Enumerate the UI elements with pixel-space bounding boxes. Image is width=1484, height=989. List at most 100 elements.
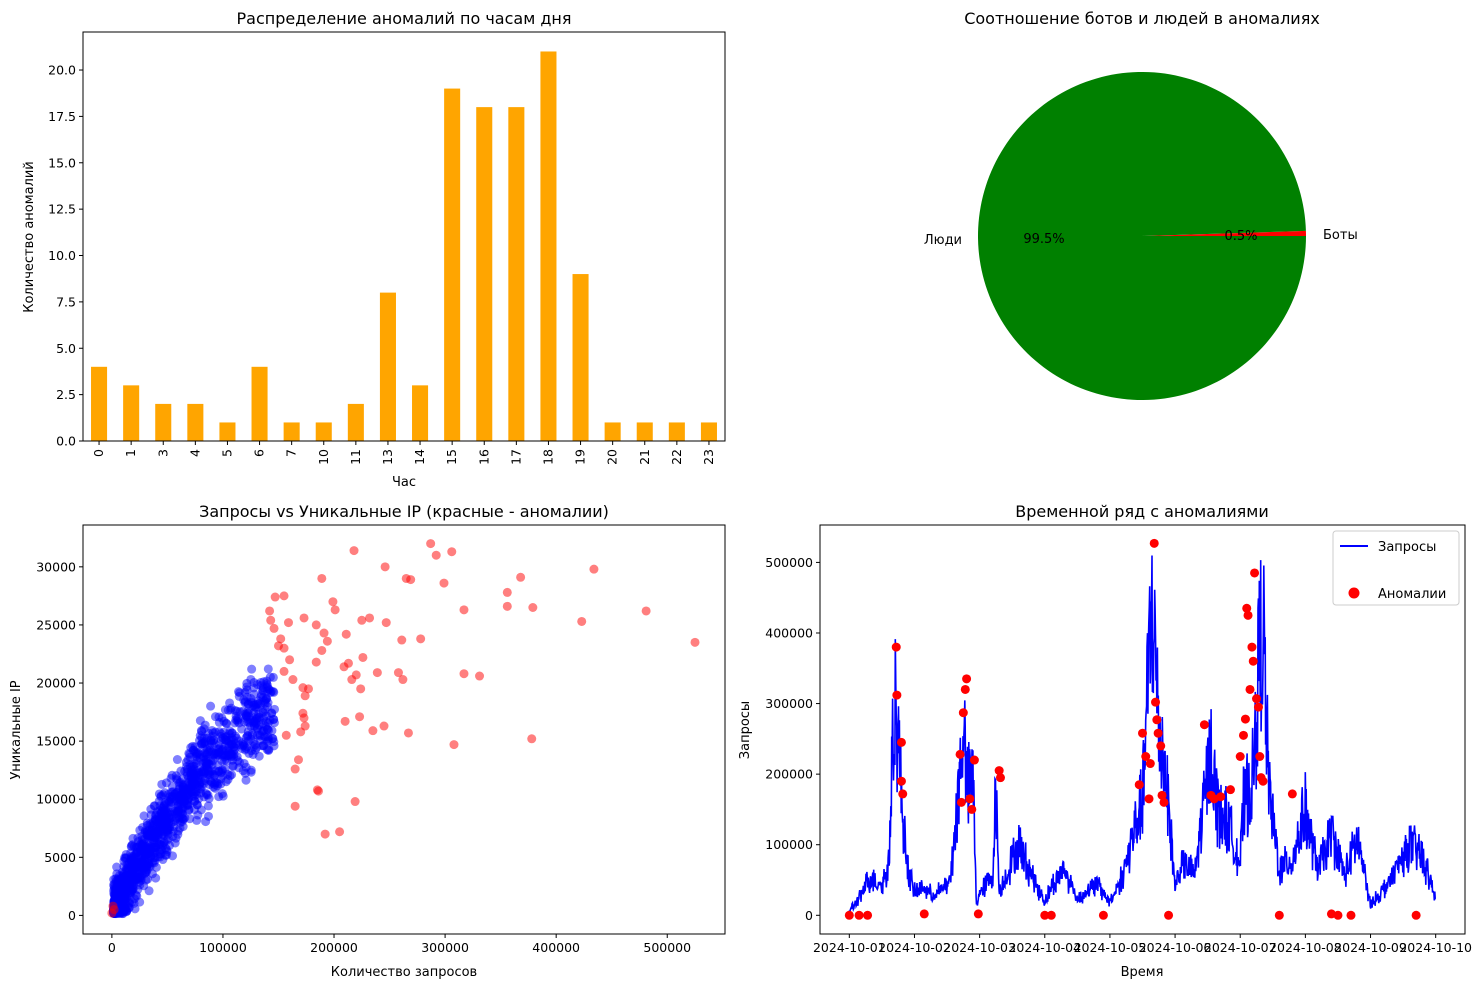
scatter-point-anomaly <box>358 652 368 662</box>
bar-chart-panel: Распределение аномалий по часам дня Час … <box>22 9 726 490</box>
scatter-point-anomaly <box>270 592 280 602</box>
x-tick-label: 6 <box>252 449 267 457</box>
scatter-point-normal <box>257 741 267 751</box>
scatter-point-anomaly <box>299 613 309 623</box>
y-tick-label: 0 <box>68 908 76 923</box>
scatter-point-anomaly <box>269 623 279 633</box>
y-tick-label: 20.0 <box>48 63 76 78</box>
scatter-point-normal <box>242 678 252 688</box>
anomaly-point <box>1138 728 1147 738</box>
scatter-point-normal <box>268 734 278 744</box>
scatter-point-anomaly <box>311 657 321 667</box>
scatter-point-normal <box>224 747 234 757</box>
scatter-point-anomaly <box>313 786 323 796</box>
timeseries-chart-frame <box>819 524 1466 935</box>
timeseries-chart-panel: Временной ряд с аномалиями Время Запросы… <box>738 502 1472 980</box>
scatter-point-normal <box>151 862 161 872</box>
anomaly-point <box>1248 656 1258 666</box>
scatter-point-normal <box>240 709 250 719</box>
scatter-point-anomaly <box>416 634 426 644</box>
scatter-point-normal <box>223 705 233 715</box>
y-tick-label: 15.0 <box>48 155 76 170</box>
pie-slice <box>977 72 1306 401</box>
bar <box>700 422 717 441</box>
pie-chart-title: Соотношение ботов и людей в аномалиях <box>964 9 1320 28</box>
scatter-point-anomaly <box>276 634 286 644</box>
scatter-point-normal <box>144 886 154 896</box>
pie-slice <box>1142 230 1306 236</box>
scatter-point-normal <box>159 800 169 810</box>
scatter-point-normal <box>206 701 216 711</box>
bar <box>155 403 172 441</box>
anomaly-point <box>973 909 983 919</box>
scatter-point-anomaly <box>641 606 651 616</box>
scatter-point-normal <box>141 866 151 876</box>
scatter-point-anomaly <box>300 691 310 701</box>
scatter-point-normal <box>217 713 227 723</box>
scatter-point-normal <box>152 823 162 833</box>
bar <box>219 422 236 441</box>
scatter-point-normal <box>203 790 213 800</box>
y-tick-label: 17.5 <box>48 109 76 124</box>
x-tick-label: 3 <box>155 449 170 457</box>
x-tick-label: 2024-10-03 <box>943 940 1016 955</box>
scatter-point-anomaly <box>397 635 407 645</box>
scatter-point-anomaly <box>266 615 276 625</box>
pie-chart-panel: Соотношение ботов и людей в аномалиях Бо… <box>924 9 1358 401</box>
y-tick-label: 7.5 <box>56 294 76 309</box>
scatter-chart-panel: Запросы vs Уникальные IP (красные - аном… <box>9 502 726 980</box>
scatter-point-anomaly <box>317 573 327 583</box>
scatter-point-normal <box>176 799 186 809</box>
scatter-point-normal <box>158 840 168 850</box>
scatter-point-anomaly <box>317 645 327 655</box>
anomaly-point <box>891 642 901 652</box>
anomaly-point <box>1141 751 1151 761</box>
timeseries-chart-ylabel: Запросы <box>738 701 753 759</box>
anomaly-point <box>1235 751 1245 761</box>
scatter-point-anomaly <box>349 546 359 556</box>
x-tick-label: 200000 <box>310 940 358 955</box>
bar <box>315 422 332 441</box>
bar <box>347 403 364 441</box>
anomaly-point <box>1225 785 1235 795</box>
scatter-point-normal <box>269 714 279 724</box>
anomaly-point <box>1250 568 1260 578</box>
anomaly-point <box>994 766 1004 776</box>
scatter-point-anomaly <box>281 730 291 740</box>
scatter-point-anomaly <box>502 587 512 597</box>
scatter-point-normal <box>217 756 227 766</box>
anomaly-point <box>854 910 864 920</box>
scatter-point-normal <box>255 731 265 741</box>
scatter-point-normal <box>249 677 259 687</box>
anomaly-point <box>919 909 929 919</box>
anomaly-point <box>1046 910 1056 920</box>
scatter-point-anomaly <box>303 684 313 694</box>
pie-pct-bots: 0.5% <box>1224 229 1257 244</box>
y-tick-label: 10.0 <box>48 248 76 263</box>
x-tick-label: 2024-10-08 <box>1269 940 1342 955</box>
scatter-point-anomaly <box>398 675 408 685</box>
scatter-point-normal <box>136 873 146 883</box>
timeseries-chart-title: Временной ряд с аномалиями <box>1015 502 1269 521</box>
bar <box>91 366 108 441</box>
legend-label-requests: Запросы <box>1378 540 1436 555</box>
anomaly-point <box>969 755 979 765</box>
scatter-point-anomaly <box>365 613 375 623</box>
x-tick-label: 17 <box>508 449 523 465</box>
scatter-point-normal <box>160 810 170 820</box>
timeseries-line <box>848 555 1436 914</box>
x-tick-label: 2024-10-06 <box>1139 940 1212 955</box>
x-tick-label: 300000 <box>421 940 469 955</box>
anomaly-point <box>1274 910 1284 920</box>
scatter-point-anomaly <box>527 734 537 744</box>
x-tick-label: 10 <box>316 449 331 465</box>
anomaly-point <box>1411 910 1421 920</box>
anomaly-point <box>844 910 854 920</box>
x-tick-label: 2024-10-01 <box>813 940 886 955</box>
y-tick-label: 25000 <box>36 617 76 632</box>
x-tick-label: 15 <box>444 449 459 465</box>
y-tick-label: 10000 <box>36 792 76 807</box>
x-tick-label: 400000 <box>532 940 580 955</box>
scatter-point-normal <box>241 775 251 785</box>
x-tick-label: 4 <box>187 449 202 457</box>
